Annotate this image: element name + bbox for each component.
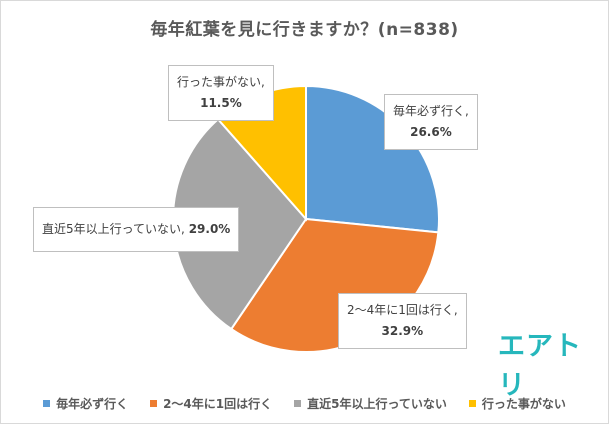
data-label-never-pct: 11.5% (200, 96, 242, 110)
legend: 毎年必ず行く 2〜4年に1回は行く 直近5年以上行っていない 行った事がない (1, 395, 608, 412)
data-label-never: 行った事がない, 11.5% (168, 65, 274, 121)
legend-item-never: 行った事がない (468, 395, 566, 412)
brand-logo: エアトリ (498, 331, 582, 401)
data-label-5years: 直近5年以上行っていない, 29.0% (33, 207, 240, 252)
legend-item-5years: 直近5年以上行っていない (294, 395, 447, 412)
data-label-2to4-name: 2〜4年に1回は行く, (347, 303, 458, 317)
legend-swatch-maitoshi (43, 400, 51, 407)
legend-swatch-never (468, 400, 476, 407)
data-label-maitoshi-name: 毎年必ず行く, (393, 104, 469, 118)
legend-label-2to4: 2〜4年に1回は行く (163, 397, 273, 411)
legend-label-5years: 直近5年以上行っていない (307, 397, 447, 411)
chart-title: 毎年紅葉を見に行きますか？(n=838) (150, 20, 459, 40)
data-label-maitoshi: 毎年必ず行く, 26.6% (384, 94, 478, 150)
data-label-5years-name: 直近5年以上行っていない, (42, 222, 185, 236)
legend-label-maitoshi: 毎年必ず行く (56, 397, 129, 411)
legend-label-never: 行った事がない (481, 397, 566, 411)
data-label-2to4: 2〜4年に1回は行く, 32.9% (338, 293, 467, 349)
data-label-never-name: 行った事がない, (177, 75, 265, 89)
data-label-maitoshi-pct: 26.6% (410, 125, 452, 139)
legend-item-maitoshi: 毎年必ず行く (43, 395, 128, 412)
legend-item-2to4: 2〜4年に1回は行く (150, 395, 272, 412)
legend-swatch-2to4 (150, 400, 158, 407)
legend-swatch-5years (294, 400, 302, 407)
data-label-2to4-pct: 32.9% (381, 324, 424, 338)
data-label-5years-pct: 29.0% (188, 222, 231, 236)
